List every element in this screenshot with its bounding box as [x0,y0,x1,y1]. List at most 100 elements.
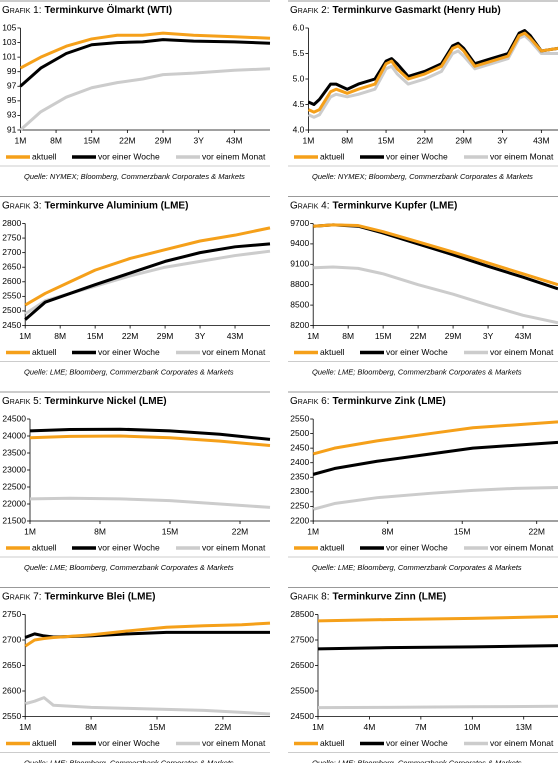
legend-label: vor einer Woche [386,151,448,161]
series-line [24,621,271,648]
y-tick-label: 4.0 [293,124,305,134]
y-tick-label: 2800 [2,218,21,228]
legend-label: vor einem Monat [202,347,266,357]
x-tick-label: 1M [19,722,31,732]
series-line [307,34,558,119]
title-label: Grafik 5: [2,396,42,407]
x-tick-label: 7M [415,722,427,732]
x-tick-label: 15M [83,135,100,145]
y-tick-label: 23500 [2,447,26,457]
source: Quelle: LME; Bloomberg, Commerzbank Corp… [312,563,522,572]
y-tick-label: 26500 [290,660,314,670]
chart-title: Grafik 3: Terminkurve Aluminium (LME) [2,200,188,211]
title-text: Terminkurve Gasmarkt (Henry Hub) [333,5,501,16]
legend-label: vor einer Woche [98,347,160,357]
chart-title: Grafik 7: Terminkurve Blei (LME) [2,591,155,602]
source: Quelle: LME; Bloomberg, Commerzbank Corp… [24,563,234,572]
x-tick-label: 15M [149,722,166,732]
x-tick-label: 4M [364,722,376,732]
y-tick-label: 6.0 [293,22,305,32]
series-line [19,31,271,70]
legend-label: vor einem Monat [202,738,266,748]
series-line [29,434,271,448]
y-tick-label: 105 [2,22,16,32]
source: Quelle: NYMEX; Bloomberg, Commerzbank Co… [312,172,533,181]
y-tick-label: 2450 [290,442,309,452]
y-tick-label: 2700 [2,247,21,257]
x-tick-label: 3Y [483,331,494,341]
title-text: Terminkurve Blei (LME) [45,591,156,602]
x-tick-label: 22M [122,331,139,341]
title-label: Grafik 8: [290,591,330,602]
x-tick-label: 22M [417,135,434,145]
title-label: Grafik 3: [2,200,42,211]
y-tick-label: 4.5 [293,99,305,109]
x-tick-label: 22M [528,526,545,536]
chart-title: Grafik 4: Terminkurve Kupfer (LME) [290,200,457,211]
series-line [307,29,558,106]
legend-label: vor einer Woche [98,542,160,552]
y-tick-label: 2750 [2,232,21,242]
y-tick-label: 8200 [290,320,309,330]
series-line [317,644,558,651]
x-tick-label: 1M [24,526,36,536]
y-tick-label: 2550 [290,413,309,423]
y-tick-label: 2650 [2,660,21,670]
y-tick-label: 9100 [290,259,309,269]
legend-label: vor einem Monat [490,542,554,552]
y-tick-label: 93 [7,110,17,120]
y-tick-label: 2600 [2,276,21,286]
series-line [29,427,271,441]
x-tick-label: 29M [157,331,174,341]
legend-label: vor einem Monat [490,347,554,357]
x-tick-label: 8M [50,135,62,145]
x-tick-label: 10M [464,722,481,732]
x-tick-label: 3Y [195,331,206,341]
y-tick-label: 95 [7,95,17,105]
y-tick-label: 2750 [2,609,21,619]
y-tick-label: 97 [7,81,17,91]
y-tick-label: 22000 [2,498,26,508]
y-tick-label: 24500 [290,711,314,721]
y-tick-label: 2550 [2,291,21,301]
x-tick-label: 3Y [193,135,204,145]
title-label: Grafik 2: [290,5,330,16]
legend-label: vor einer Woche [386,347,448,357]
series-line [24,242,271,321]
y-tick-label: 25500 [290,685,314,695]
series-line [313,223,558,291]
legend-label: vor einer Woche [386,738,448,748]
x-tick-label: 8M [382,526,394,536]
series-line [307,31,558,114]
source: Quelle: LME; Bloomberg, Commerzbank Corp… [312,758,522,763]
series-line [24,696,271,716]
series-line [313,265,558,325]
y-tick-label: 22500 [2,481,26,491]
y-tick-label: 8800 [290,279,309,289]
x-tick-label: 29M [155,135,172,145]
series-line [312,485,558,511]
x-tick-label: 43M [227,331,244,341]
x-tick-label: 22M [410,331,427,341]
x-tick-label: 3Y [497,135,508,145]
y-tick-label: 28500 [290,609,314,619]
series-line [24,249,271,316]
x-tick-label: 8M [342,331,354,341]
series-line [313,223,558,287]
y-tick-label: 2500 [290,428,309,438]
x-tick-label: 8M [341,135,353,145]
chart-title: Grafik 2: Terminkurve Gasmarkt (Henry Hub… [290,5,501,16]
x-tick-label: 29M [445,331,462,341]
source: Quelle: NYMEX; Bloomberg, Commerzbank Co… [24,172,245,181]
y-tick-label: 2250 [290,501,309,511]
x-tick-label: 8M [85,722,97,732]
title-text: Terminkurve Aluminium (LME) [45,200,189,211]
source: Quelle: LME; Bloomberg, Commerzbank Corp… [24,367,234,376]
x-tick-label: 15M [162,526,179,536]
y-tick-label: 5.0 [293,73,305,83]
x-tick-label: 1M [14,135,26,145]
x-tick-label: 15M [378,135,395,145]
legend-label: aktuell [32,738,57,748]
y-tick-label: 2300 [290,486,309,496]
source: Quelle: LME; Bloomberg, Commerzbank Corp… [312,367,522,376]
